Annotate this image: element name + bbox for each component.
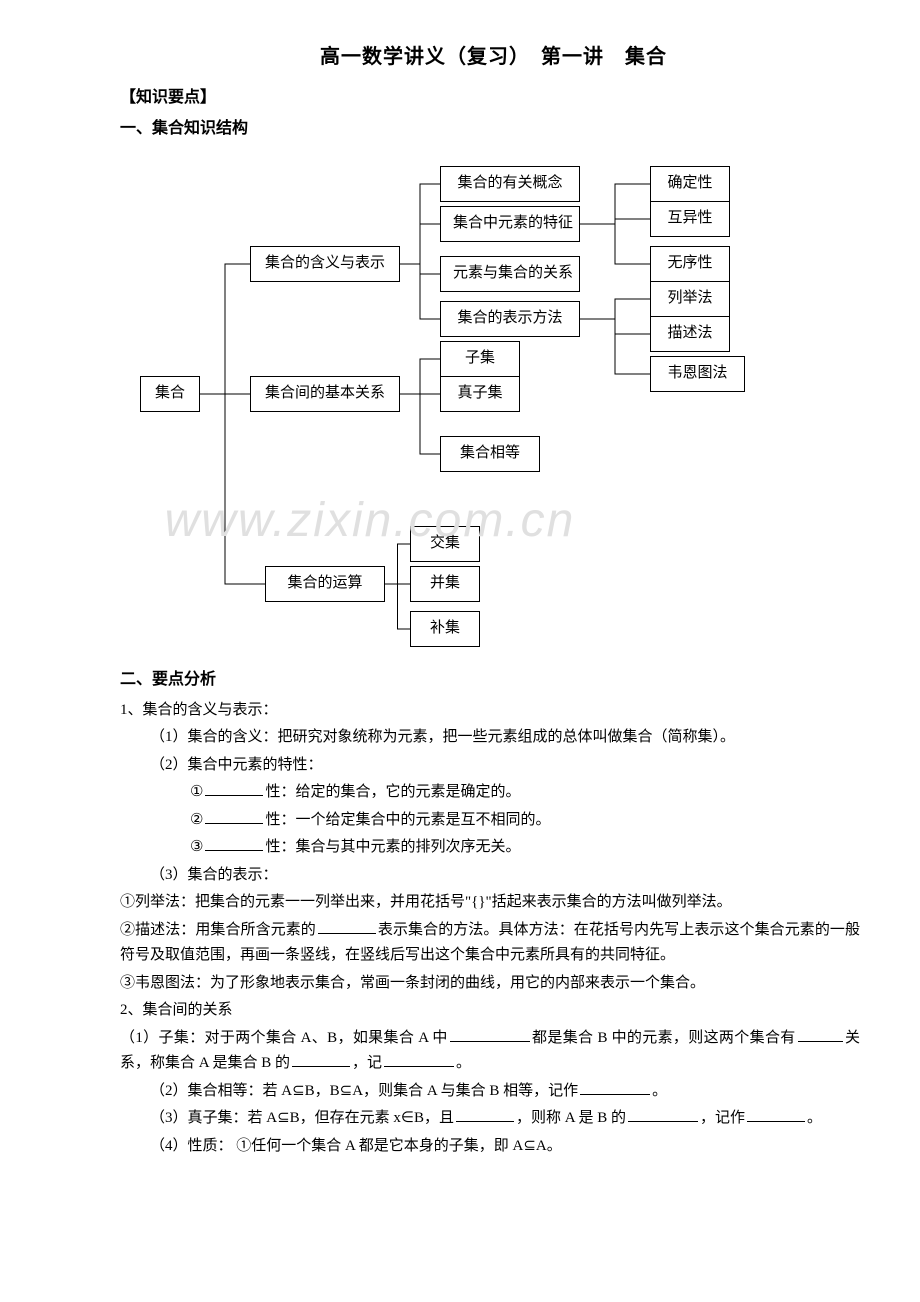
blank-field [628, 1106, 698, 1122]
node-relation: 集合间的基本关系 [250, 376, 400, 412]
blank-field [205, 808, 263, 824]
blank-field [747, 1106, 805, 1122]
node-venn: 韦恩图法 [650, 356, 745, 392]
text-span: ②描述法：用集合所含元素的 [120, 922, 316, 938]
text-span: 。 [652, 1083, 667, 1099]
text-span: ，记作 [700, 1110, 745, 1126]
node-elemrel: 元素与集合的关系 [440, 256, 580, 292]
blank-field [456, 1106, 514, 1122]
node-root: 集合 [140, 376, 200, 412]
para-2-3: （3）真子集：若 A⊆B，但存在元素 x∈B，且 ，则称 A 是 B 的 ，记作 。 [120, 1106, 860, 1132]
para-1-2: （2）集合中元素的特性： [120, 753, 860, 779]
para-1-3-1: ①列举法：把集合的元素一一列举出来，并用花括号"{}"括起来表示集合的方法叫做列… [120, 890, 860, 916]
para-2-1: （1）子集：对于两个集合 A、B，如果集合 A 中 都是集合 B 中的元素，则这两… [120, 1026, 860, 1077]
blank-field [798, 1026, 843, 1042]
para-1-3-3: ③韦恩图法：为了形象地表示集合，常画一条封闭的曲线，用它的内部来表示一个集合。 [120, 971, 860, 997]
node-operation: 集合的运算 [265, 566, 385, 602]
node-inter: 交集 [410, 526, 480, 562]
section-knowledge-points: 【知识要点】 [120, 84, 860, 111]
text-span: 都是集合 B 中的元素，则这两个集合有 [532, 1030, 796, 1046]
list-marker: ① [190, 784, 203, 800]
node-distinct: 互异性 [650, 201, 730, 237]
text-span: （3）真子集：若 A⊆B，但存在元素 x∈B，且 [150, 1110, 454, 1126]
section-analysis-title: 二、要点分析 [120, 666, 860, 693]
para-1-2-2: ② 性：一个给定集合中的元素是互不相同的。 [120, 808, 860, 834]
para-1-3: （3）集合的表示： [120, 863, 860, 889]
node-meaning: 集合的含义与表示 [250, 246, 400, 282]
set-structure-diagram: 集合 集合的含义与表示集合间的基本关系集合的运算 集合的有关概念集合中元素的特征元素… [120, 146, 840, 646]
text-span: （1）子集：对于两个集合 A、B，如果集合 A 中 [120, 1030, 448, 1046]
para-2: 2、集合间的关系 [120, 998, 860, 1024]
text-span: 性：集合与其中元素的排列次序无关。 [265, 839, 520, 855]
text-span: 性：一个给定集合中的元素是互不相同的。 [265, 812, 550, 828]
node-concept: 集合的有关概念 [440, 166, 580, 202]
text-span: （2）集合相等：若 A⊆B，B⊆A，则集合 A 与集合 B 相等，记作 [150, 1083, 578, 1099]
text-span: ，记 [352, 1055, 382, 1071]
node-comp: 补集 [410, 611, 480, 647]
blank-field [318, 918, 376, 934]
blank-field [205, 780, 263, 796]
blank-field [384, 1051, 454, 1067]
text-span: ，则称 A 是 B 的 [516, 1110, 626, 1126]
node-feature: 集合中元素的特征 [440, 206, 580, 242]
blank-field [292, 1051, 350, 1067]
text-span: 。 [807, 1110, 822, 1126]
blank-field [580, 1079, 650, 1095]
node-union: 并集 [410, 566, 480, 602]
node-express: 集合的表示方法 [440, 301, 580, 337]
para-1-2-3: ③ 性：集合与其中元素的排列次序无关。 [120, 835, 860, 861]
node-equal: 集合相等 [440, 436, 540, 472]
para-1-3-2: ②描述法：用集合所含元素的表示集合的方法。具体方法：在花括号内先写上表示这个集合… [120, 918, 860, 969]
node-subset: 子集 [440, 341, 520, 377]
page-title: 高一数学讲义（复习） 第一讲 集合 [320, 40, 860, 74]
node-unorder: 无序性 [650, 246, 730, 282]
blank-field [450, 1026, 530, 1042]
node-enum: 列举法 [650, 281, 730, 317]
section-structure-title: 一、集合知识结构 [120, 115, 860, 142]
node-propersub: 真子集 [440, 376, 520, 412]
para-1: 1、集合的含义与表示： [120, 698, 860, 724]
blank-field [205, 835, 263, 851]
para-2-4: （4）性质： ①任何一个集合 A 都是它本身的子集，即 A⊆A。 [120, 1134, 860, 1160]
text-span: 。 [456, 1055, 471, 1071]
node-desc: 描述法 [650, 316, 730, 352]
list-marker: ③ [190, 839, 203, 855]
para-1-2-1: ① 性：给定的集合，它的元素是确定的。 [120, 780, 860, 806]
node-certain: 确定性 [650, 166, 730, 202]
para-1-1: （1）集合的含义：把研究对象统称为元素，把一些元素组成的总体叫做集合（简称集）。 [120, 725, 860, 751]
list-marker: ② [190, 812, 203, 828]
text-span: 性：给定的集合，它的元素是确定的。 [265, 784, 520, 800]
para-2-2: （2）集合相等：若 A⊆B，B⊆A，则集合 A 与集合 B 相等，记作 。 [120, 1079, 860, 1105]
